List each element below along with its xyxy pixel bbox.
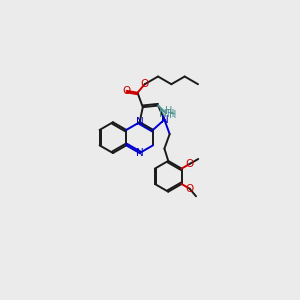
Text: H: H bbox=[165, 106, 173, 116]
Text: N: N bbox=[160, 115, 168, 124]
Text: O: O bbox=[185, 184, 194, 194]
Text: N: N bbox=[136, 148, 143, 158]
Text: O: O bbox=[185, 159, 194, 169]
Text: O: O bbox=[122, 86, 131, 96]
Text: H: H bbox=[169, 110, 176, 120]
Text: N: N bbox=[136, 117, 143, 127]
Text: NH: NH bbox=[159, 109, 174, 119]
Text: O: O bbox=[141, 79, 149, 89]
